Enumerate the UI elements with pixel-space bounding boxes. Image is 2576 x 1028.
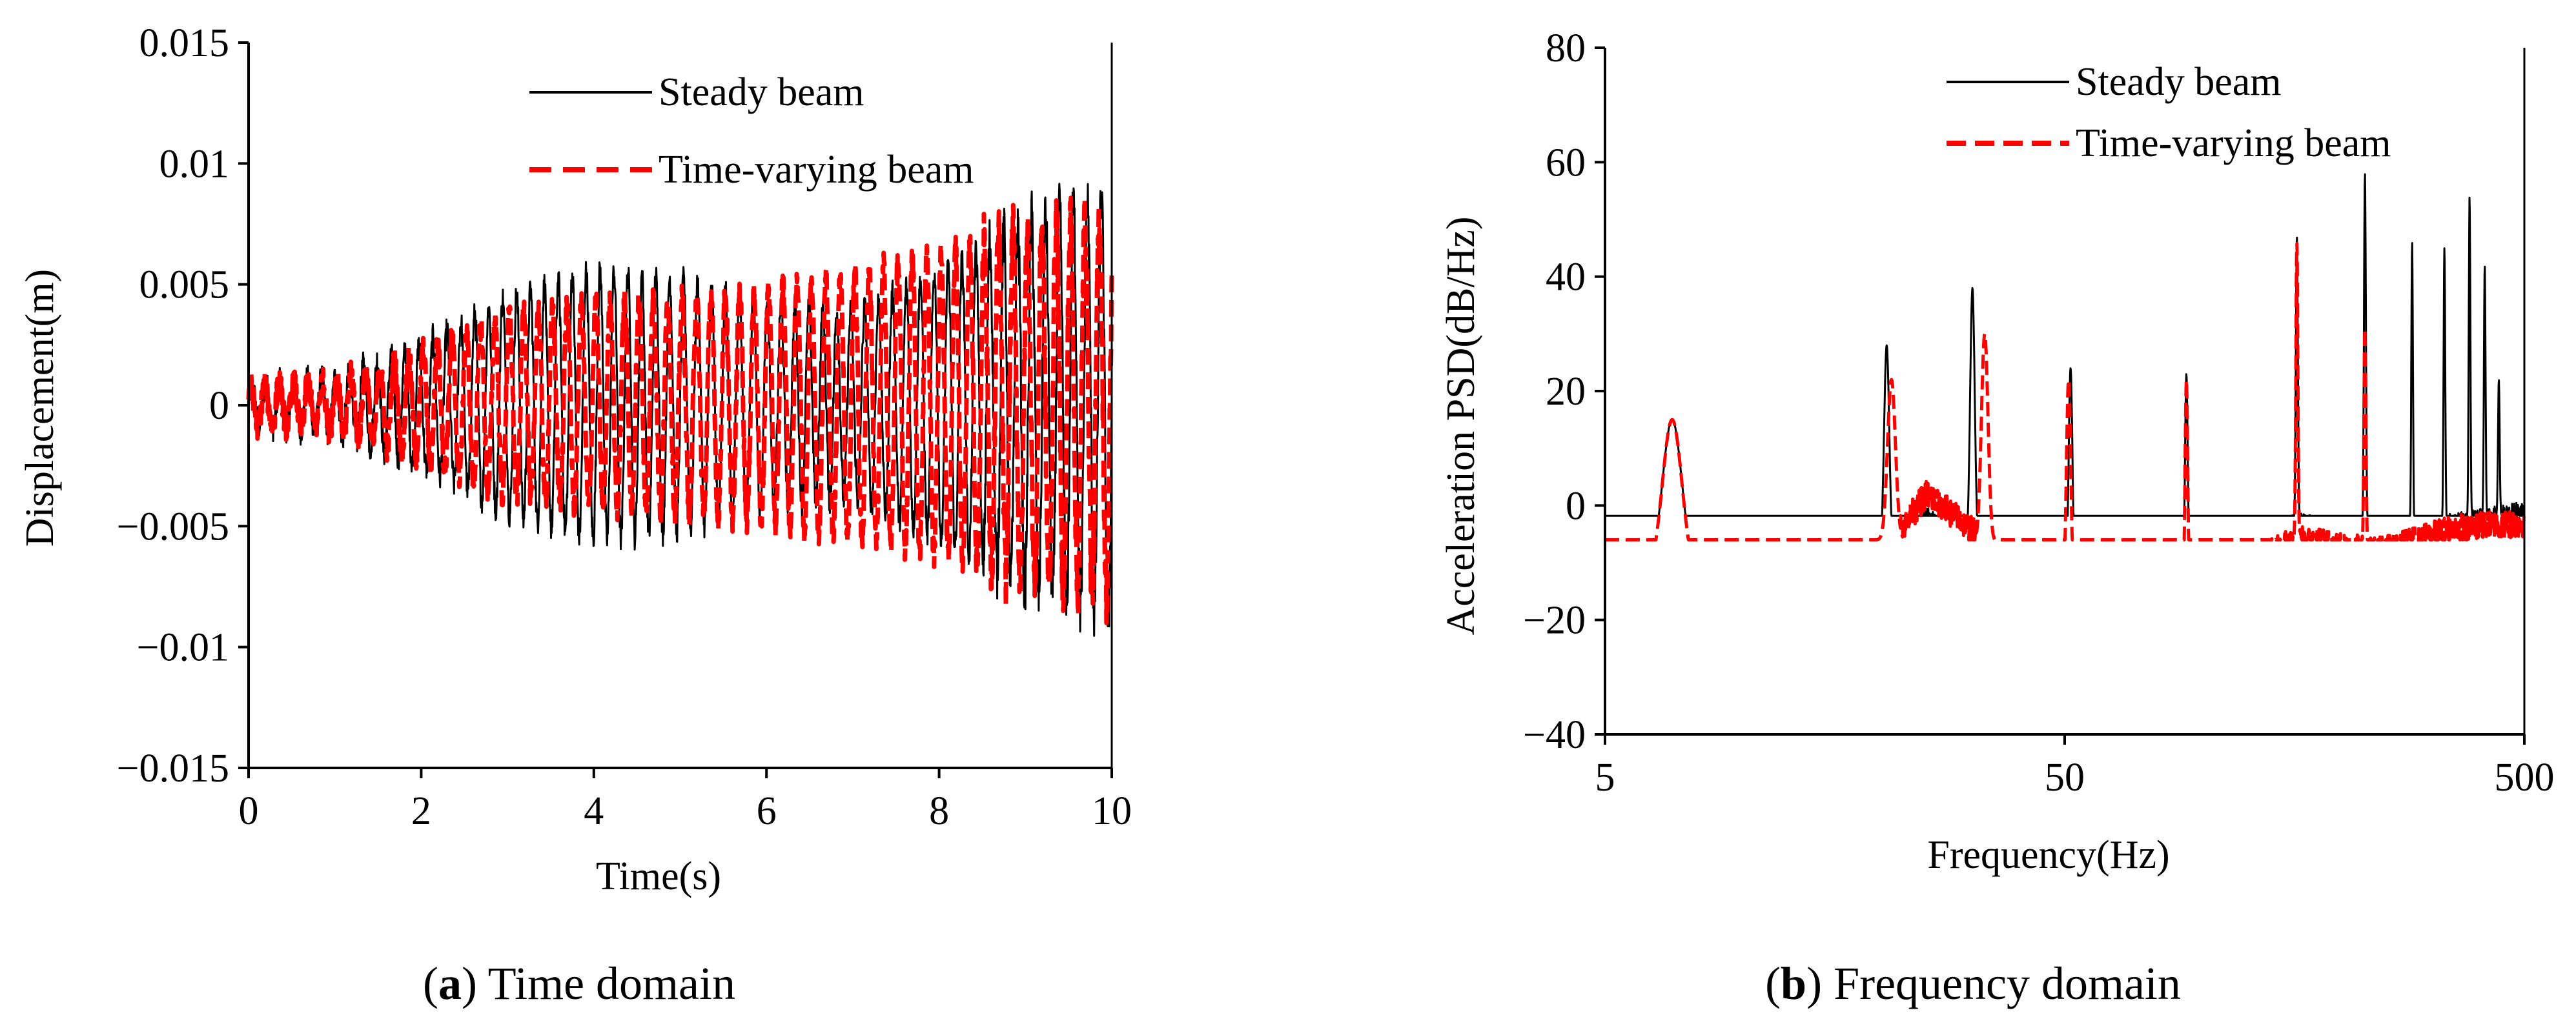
y-tick-label: −20 <box>1523 599 1586 643</box>
panel-b-ylabel: Acceleration PSD(dB/Hz) <box>1439 216 1483 635</box>
panel-a-series <box>246 183 1114 637</box>
y-tick-label: 80 <box>1546 26 1586 70</box>
y-tick-label: −0.005 <box>117 505 229 549</box>
y-tick-label: 0 <box>1566 484 1586 528</box>
y-tick-label: 0.01 <box>159 142 230 186</box>
x-tick-label: 500 <box>2495 756 2555 800</box>
panel-b-xlabel: Frequency(Hz) <box>1927 833 2169 877</box>
series-line-time-varying-beam <box>246 196 1114 625</box>
panel-b-caption-text: Frequency domain <box>1834 958 2181 1009</box>
y-tick-label: 0.005 <box>139 263 230 307</box>
panel-b-caption-label: b <box>1781 958 1806 1009</box>
x-tick-label: 50 <box>2045 756 2085 800</box>
series-line-time-varying-beam <box>1604 241 2526 541</box>
y-tick-label: 0.015 <box>139 21 230 65</box>
panel-b-series <box>1604 173 2526 541</box>
panel-a-ylabel: Displacement(m) <box>18 269 62 547</box>
panel-b-frequency-domain: 80 60 40 20 0 −20 −405 50 500 Steady beam Time-va… <box>1439 26 2555 1009</box>
x-tick-label: 5 <box>1595 756 1615 800</box>
panel-a-caption-text: Time domain <box>488 958 735 1009</box>
legend-label: Time-varying beam <box>659 148 974 192</box>
y-tick-label: 0 <box>209 384 229 428</box>
panel-a-caption-label: a <box>438 958 462 1009</box>
x-tick-label: 0 <box>239 789 259 833</box>
legend-label: Time-varying beam <box>2076 121 2391 165</box>
legend-label: Steady beam <box>2076 60 2282 104</box>
panel-b-legend: Steady beam Time-varying beam <box>1947 60 2391 165</box>
y-tick-label: 20 <box>1546 370 1586 414</box>
x-tick-label: 8 <box>929 789 949 833</box>
panel-a-legend: Steady beam Time-varying beam <box>529 70 974 192</box>
y-tick-label: −40 <box>1523 713 1586 757</box>
x-tick-label: 6 <box>757 789 777 833</box>
x-tick-label: 10 <box>1092 789 1132 833</box>
y-tick-label: 40 <box>1546 256 1586 299</box>
panel-b-axes: 80 60 40 20 0 −20 −405 50 500 <box>1523 26 2554 800</box>
y-tick-label: 60 <box>1546 141 1586 185</box>
legend-label: Steady beam <box>659 70 864 114</box>
y-tick-label: −0.01 <box>137 626 229 670</box>
series-line-steady-beam <box>1604 173 2526 517</box>
x-tick-label: 2 <box>411 789 431 833</box>
y-tick-label: −0.015 <box>117 747 229 791</box>
x-tick-label: 4 <box>584 789 604 833</box>
panel-a-caption: (a) Time domain <box>423 958 735 1009</box>
panel-a-xlabel: Time(s) <box>596 854 721 898</box>
panel-b-caption: (b) Frequency domain <box>1765 958 2181 1009</box>
